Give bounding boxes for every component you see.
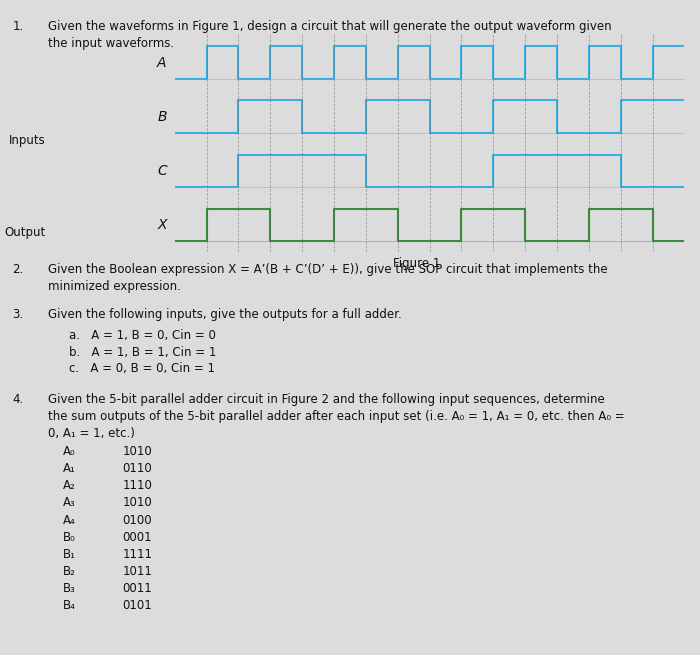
Text: A₁: A₁: [63, 462, 76, 476]
Text: b.   A = 1, B = 1, Cin = 1: b. A = 1, B = 1, Cin = 1: [69, 346, 216, 359]
Text: 1011: 1011: [122, 565, 153, 578]
Text: B₄: B₄: [63, 599, 76, 612]
Text: 2.: 2.: [13, 263, 24, 276]
Text: 1.: 1.: [13, 20, 24, 33]
Text: Given the 5-bit parallel adder circuit in Figure 2 and the following input seque: Given the 5-bit parallel adder circuit i…: [48, 393, 604, 406]
Text: Given the following inputs, give the outputs for a full adder.: Given the following inputs, give the out…: [48, 308, 401, 321]
Text: 1110: 1110: [122, 479, 153, 493]
Text: 0100: 0100: [122, 514, 152, 527]
Text: X: X: [158, 218, 167, 232]
Text: c.   A = 0, B = 0, Cin = 1: c. A = 0, B = 0, Cin = 1: [69, 362, 215, 375]
Text: 0, A₁ = 1, etc.): 0, A₁ = 1, etc.): [48, 427, 134, 440]
Text: 0110: 0110: [122, 462, 153, 476]
Text: A: A: [158, 56, 167, 69]
Text: the sum outputs of the 5-bit parallel adder after each input set (i.e. A₀ = 1, A: the sum outputs of the 5-bit parallel ad…: [48, 410, 624, 423]
Text: B₃: B₃: [63, 582, 76, 595]
Text: A₂: A₂: [63, 479, 76, 493]
Text: Figure 1: Figure 1: [393, 257, 440, 270]
Text: 0001: 0001: [122, 531, 152, 544]
Text: Given the Boolean expression X = A’(B + C’(D’ + E)), give the SOP circuit that i: Given the Boolean expression X = A’(B + …: [48, 263, 607, 276]
Text: 1111: 1111: [122, 548, 153, 561]
Text: 1010: 1010: [122, 496, 153, 510]
Text: B: B: [158, 110, 167, 124]
Text: A₀: A₀: [63, 445, 76, 458]
Text: 1010: 1010: [122, 445, 153, 458]
Text: 4.: 4.: [13, 393, 24, 406]
Text: minimized expression.: minimized expression.: [48, 280, 181, 293]
Text: A₄: A₄: [63, 514, 76, 527]
Text: the input waveforms.: the input waveforms.: [48, 37, 174, 50]
Text: Output: Output: [4, 226, 46, 239]
Text: 3.: 3.: [13, 308, 24, 321]
Text: C: C: [157, 164, 167, 178]
Text: B₁: B₁: [63, 548, 76, 561]
Text: Given the waveforms in Figure 1, design a circuit that will generate the output : Given the waveforms in Figure 1, design …: [48, 20, 611, 33]
Text: a.   A = 1, B = 0, Cin = 0: a. A = 1, B = 0, Cin = 0: [69, 329, 216, 343]
Text: Inputs: Inputs: [8, 134, 46, 147]
Text: A₃: A₃: [63, 496, 76, 510]
Text: B₂: B₂: [63, 565, 76, 578]
Text: B₀: B₀: [63, 531, 76, 544]
Text: 0011: 0011: [122, 582, 153, 595]
Text: 0101: 0101: [122, 599, 153, 612]
